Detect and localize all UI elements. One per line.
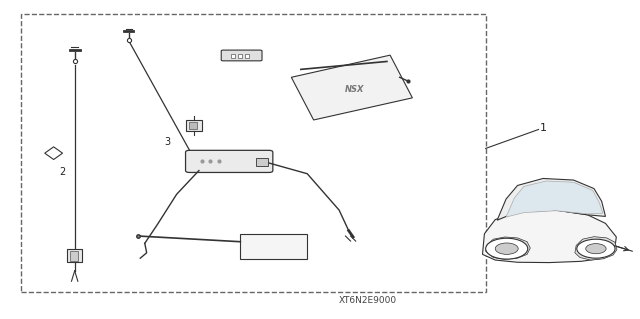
FancyBboxPatch shape bbox=[221, 50, 262, 61]
Bar bbox=[245, 54, 249, 58]
Polygon shape bbox=[486, 237, 531, 259]
Polygon shape bbox=[575, 237, 617, 260]
Polygon shape bbox=[291, 55, 412, 120]
Bar bbox=[238, 54, 243, 58]
Polygon shape bbox=[483, 210, 616, 263]
Bar bbox=[189, 122, 197, 129]
Bar bbox=[241, 234, 307, 259]
Bar bbox=[256, 158, 268, 167]
Text: 2: 2 bbox=[59, 167, 65, 177]
Text: XT6N2E9000: XT6N2E9000 bbox=[339, 296, 397, 305]
Circle shape bbox=[586, 244, 606, 254]
Polygon shape bbox=[497, 178, 605, 220]
Circle shape bbox=[577, 239, 615, 258]
Circle shape bbox=[495, 243, 518, 254]
Text: 1: 1 bbox=[540, 123, 547, 133]
Polygon shape bbox=[506, 181, 603, 217]
Text: NSX: NSX bbox=[346, 85, 365, 94]
Circle shape bbox=[486, 238, 528, 259]
Bar bbox=[67, 249, 83, 262]
Bar bbox=[231, 54, 236, 58]
Bar bbox=[186, 120, 202, 131]
FancyBboxPatch shape bbox=[186, 150, 273, 173]
Text: 3: 3 bbox=[164, 137, 170, 147]
Bar bbox=[20, 14, 486, 292]
Bar bbox=[70, 250, 79, 261]
Polygon shape bbox=[45, 147, 63, 160]
